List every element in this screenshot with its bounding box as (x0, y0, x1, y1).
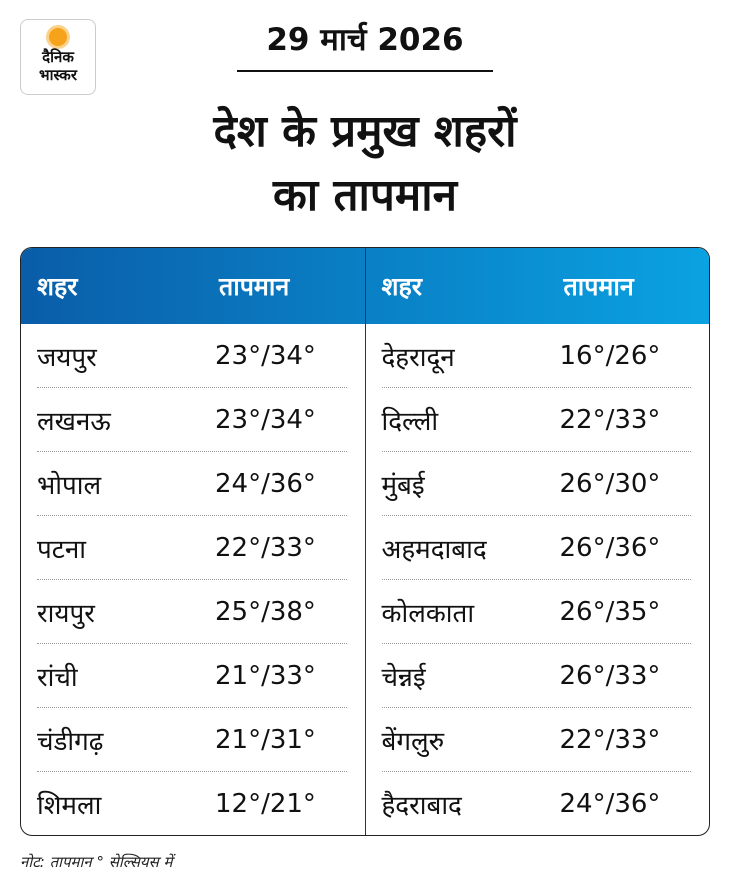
table-row: अहमदाबाद 26°/36° (381, 516, 691, 580)
city-name: देहरादून (381, 342, 455, 373)
city-name: रायपुर (37, 598, 95, 629)
sun-icon (49, 28, 67, 46)
city-name: चंडीगढ़ (37, 726, 104, 757)
city-name: मुंबई (381, 470, 425, 501)
right-column: देहरादून 16°/26° दिल्ली 22°/33° मुंबई 26°/30°… (364, 324, 710, 835)
header-city: शहर (37, 272, 78, 301)
table-row: मुंबई 26°/30° (381, 452, 691, 516)
temperature-value: 23°/34° (215, 340, 316, 371)
page-title: देश के प्रमुख शहरों का तापमान (0, 100, 730, 228)
temperature-value: 16°/26° (559, 340, 661, 371)
city-name: चेन्नई (381, 662, 426, 693)
temperature-value: 21°/31° (215, 724, 316, 755)
header-temp: तापमान (219, 272, 290, 301)
table-row: रांची 21°/33° (37, 644, 347, 708)
table-row: कोलकाता 26°/35° (381, 580, 691, 644)
table-row: लखनऊ 23°/34° (37, 388, 347, 452)
logo-text-line1: दैनिक (42, 48, 74, 66)
header-city: शहर (381, 272, 423, 301)
temperature-value: 26°/36° (559, 532, 661, 563)
city-name: दिल्ली (381, 406, 439, 437)
city-name: पटना (37, 534, 87, 565)
city-name: लखनऊ (37, 406, 111, 437)
left-column: जयपुर 23°/34° लखनऊ 23°/34° भोपाल 24°/36° पटना 2… (21, 324, 365, 835)
temperature-value: 24°/36° (215, 468, 316, 499)
city-name: बेंगलुरु (381, 726, 445, 757)
table-row: पटना 22°/33° (37, 516, 347, 580)
city-name: हैदराबाद (381, 791, 462, 821)
table-row: चंडीगढ़ 21°/31° (37, 708, 347, 772)
city-name: कोलकाता (381, 598, 475, 629)
temperature-value: 26°/33° (559, 660, 661, 691)
date-heading: 29 मार्च 2026 (237, 18, 493, 72)
table-header: शहर तापमान शहर तापमान (21, 248, 709, 324)
temperature-value: 21°/33° (215, 660, 316, 691)
table-row: हैदराबाद 24°/36° (381, 772, 692, 835)
temperature-value: 22°/33° (559, 404, 661, 435)
title-line1: देश के प्रमुख शहरों (213, 106, 517, 157)
dainik-bhaskar-logo: दैनिक भास्कर (20, 19, 96, 95)
header-temp: तापमान (563, 272, 634, 301)
logo-text-line2: भास्कर (39, 66, 77, 84)
city-name: भोपाल (37, 470, 102, 501)
title-line2: का तापमान (272, 170, 458, 221)
temperature-value: 24°/36° (559, 789, 661, 819)
table-row: चेन्नई 26°/33° (381, 644, 691, 708)
city-name: शिमला (37, 791, 102, 821)
table-row: दिल्ली 22°/33° (381, 388, 691, 452)
temperature-value: 25°/38° (215, 596, 316, 627)
temperature-value: 26°/35° (559, 596, 661, 627)
table-row: रायपुर 25°/38° (37, 580, 347, 644)
temperature-value: 12°/21° (215, 789, 316, 819)
temperature-table: शहर तापमान शहर तापमान जयपुर 23°/34° लखनऊ 23°/… (20, 247, 710, 836)
table-row: भोपाल 24°/36° (37, 452, 347, 516)
city-name: अहमदाबाद (381, 534, 487, 565)
table-row: शिमला 12°/21° (37, 772, 347, 835)
city-name: रांची (37, 662, 78, 693)
table-row: देहरादून 16°/26° (381, 324, 691, 388)
temperature-value: 22°/33° (559, 724, 661, 755)
footnote: नोट: तापमान ° सेल्सियस में (20, 853, 173, 871)
city-name: जयपुर (37, 342, 97, 373)
temperature-value: 23°/34° (215, 404, 316, 435)
temperature-value: 22°/33° (215, 532, 316, 563)
table-row: जयपुर 23°/34° (37, 324, 347, 388)
table-row: बेंगलुरु 22°/33° (381, 708, 691, 772)
temperature-value: 26°/30° (559, 468, 661, 499)
